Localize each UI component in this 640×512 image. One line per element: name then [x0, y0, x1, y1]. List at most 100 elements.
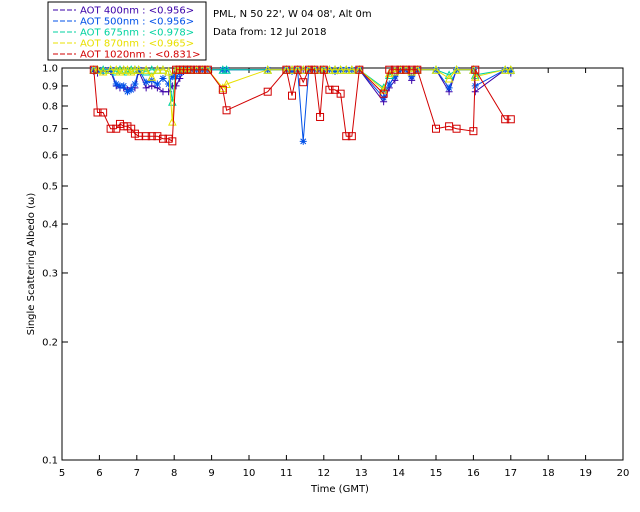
- x-tick-label: 7: [134, 468, 140, 479]
- data-point: [89, 65, 98, 74]
- data-point: [263, 87, 272, 96]
- data-point: [142, 78, 150, 86]
- data-point: [431, 65, 441, 74]
- data-point: [385, 65, 394, 74]
- data-point: [407, 65, 416, 74]
- x-tick-label: 19: [579, 468, 592, 479]
- data-point: [355, 65, 364, 74]
- legend-entry: AOT 500nm : <0.956>: [80, 17, 194, 28]
- series-layer: [89, 65, 516, 146]
- y-axis-label: Single Scattering Albedo (ω): [26, 193, 37, 336]
- data-point: [342, 132, 351, 141]
- data-point: [153, 80, 161, 88]
- data-point: [325, 85, 334, 94]
- y-tick-label: 0.5: [42, 182, 58, 193]
- data-point: [158, 134, 167, 143]
- x-tick-label: 9: [208, 468, 214, 479]
- data-point: [413, 65, 422, 74]
- data-point: [390, 65, 399, 74]
- x-tick-label: 14: [392, 468, 405, 479]
- data-point: [120, 82, 128, 90]
- x-axis-label: Time (GMT): [310, 484, 369, 495]
- data-point: [379, 89, 388, 98]
- data-point: [147, 72, 157, 81]
- data-point: [501, 115, 510, 124]
- x-tick-label: 12: [317, 468, 330, 479]
- x-tick-label: 8: [171, 468, 177, 479]
- data-point: [158, 65, 168, 74]
- data-point: [218, 85, 227, 94]
- data-point: [336, 89, 345, 98]
- data-point: [203, 65, 212, 74]
- data-point: [165, 80, 173, 88]
- x-tick-label: 15: [430, 468, 443, 479]
- data-point: [288, 67, 296, 75]
- data-point: [112, 80, 120, 88]
- data-point: [168, 73, 176, 81]
- data-point: [142, 132, 151, 141]
- data-point: [391, 73, 399, 81]
- data-point: [347, 65, 357, 74]
- plot-area: [61, 67, 624, 461]
- data-point: [93, 108, 102, 117]
- y-tick-label: 0.8: [42, 101, 58, 112]
- x-tick-label: 6: [96, 468, 102, 479]
- data-point: [141, 65, 151, 74]
- data-point: [111, 65, 121, 74]
- x-tick-label: 17: [504, 468, 517, 479]
- data-point: [331, 67, 339, 75]
- data-point: [380, 94, 388, 102]
- data-point: [198, 65, 207, 74]
- y-tick-label: 0.6: [42, 150, 58, 161]
- data-point: [187, 65, 196, 74]
- data-point: [507, 67, 515, 75]
- date-text: Data from: 12 Jul 2018: [213, 27, 326, 38]
- y-tick-label: 0.4: [42, 219, 58, 230]
- data-point: [123, 65, 132, 74]
- data-point: [293, 65, 302, 74]
- legend-entry: AOT 400nm : <0.956>: [80, 6, 194, 17]
- x-tick-label: 10: [243, 468, 256, 479]
- y-tick-label: 0.7: [42, 124, 58, 135]
- data-point: [222, 106, 231, 115]
- data-point: [159, 75, 167, 83]
- x-tick-label: 13: [355, 468, 368, 479]
- data-point: [192, 65, 201, 74]
- data-point: [115, 66, 125, 76]
- data-point: [106, 124, 115, 133]
- data-point: [168, 116, 177, 126]
- data-point: [164, 66, 173, 76]
- data-point: [471, 65, 480, 74]
- data-point: [396, 65, 405, 74]
- y-tick-label: 0.9: [42, 81, 58, 92]
- data-point: [310, 65, 319, 74]
- data-point: [127, 86, 135, 94]
- data-point: [134, 65, 143, 74]
- data-point: [347, 132, 356, 141]
- data-point: [402, 65, 411, 74]
- legend-entry: AOT 675nm : <0.978>: [80, 28, 194, 39]
- data-point: [336, 65, 345, 74]
- data-point: [319, 65, 328, 74]
- data-point: [445, 84, 453, 92]
- data-point: [147, 132, 156, 141]
- legend-box: [47, 1, 207, 61]
- data-point: [304, 65, 313, 74]
- data-point: [99, 108, 108, 117]
- data-point: [126, 66, 136, 76]
- data-point: [131, 80, 139, 88]
- data-point: [153, 132, 162, 141]
- data-point: [452, 124, 461, 133]
- y-axis: 0.1 0.2 0.3 0.4 0.5 0.6 0.7 0.8 0.9 1.0: [42, 64, 623, 467]
- x-tick-label: 18: [542, 468, 555, 479]
- x-tick-label: 11: [280, 468, 293, 479]
- series-4: [89, 65, 515, 146]
- data-point: [299, 78, 308, 87]
- data-point: [98, 66, 108, 76]
- data-point: [506, 115, 515, 124]
- y-tick-label: 1.0: [42, 64, 58, 75]
- x-tick-label: 5: [59, 468, 65, 479]
- data-point: [469, 127, 478, 136]
- data-point: [432, 124, 440, 133]
- y-tick-label: 0.3: [42, 268, 58, 279]
